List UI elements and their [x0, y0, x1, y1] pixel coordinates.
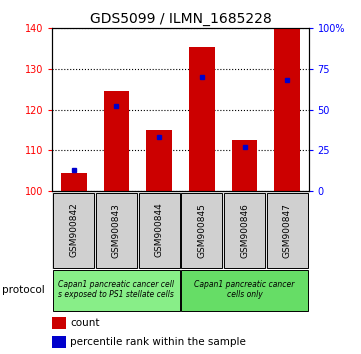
- FancyBboxPatch shape: [96, 193, 137, 268]
- FancyBboxPatch shape: [181, 193, 222, 268]
- Bar: [189, 47, 215, 191]
- Text: GSM900844: GSM900844: [155, 203, 164, 257]
- Text: GSM900845: GSM900845: [197, 202, 206, 258]
- Text: Capan1 pancreatic cancer cell
s exposed to PS1 stellate cells: Capan1 pancreatic cancer cell s exposed …: [58, 280, 174, 299]
- Text: GSM900846: GSM900846: [240, 202, 249, 258]
- Text: percentile rank within the sample: percentile rank within the sample: [70, 337, 246, 347]
- FancyBboxPatch shape: [224, 193, 265, 268]
- Text: GSM900842: GSM900842: [69, 203, 78, 257]
- Bar: [104, 91, 129, 191]
- FancyBboxPatch shape: [53, 270, 180, 311]
- Bar: [61, 173, 87, 191]
- Bar: [146, 130, 172, 191]
- Text: GSM900843: GSM900843: [112, 202, 121, 258]
- Bar: [52, 336, 66, 348]
- Bar: [52, 316, 66, 329]
- FancyBboxPatch shape: [181, 270, 308, 311]
- Title: GDS5099 / ILMN_1685228: GDS5099 / ILMN_1685228: [90, 12, 271, 26]
- FancyBboxPatch shape: [53, 193, 94, 268]
- Text: protocol: protocol: [2, 285, 44, 295]
- Text: Capan1 pancreatic cancer
cells only: Capan1 pancreatic cancer cells only: [194, 280, 295, 299]
- FancyBboxPatch shape: [139, 193, 180, 268]
- Text: GSM900847: GSM900847: [283, 202, 292, 258]
- Bar: [232, 140, 257, 191]
- Text: count: count: [70, 318, 100, 327]
- Bar: [274, 28, 300, 191]
- FancyBboxPatch shape: [267, 193, 308, 268]
